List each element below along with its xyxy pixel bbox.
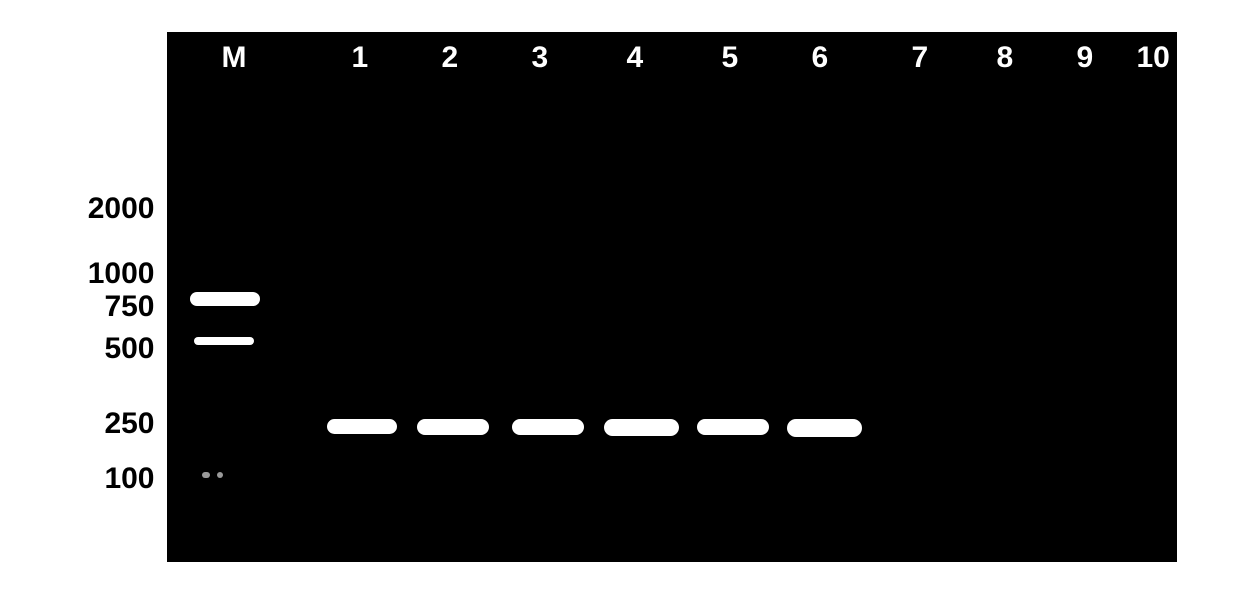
gel-image: M 1 2 3 4 5 6 7 8 9 10	[167, 32, 1177, 562]
gel-figure: 2000 1000750 500 250 100 M 1 2 3 4 5 6 7 8 9 10	[64, 32, 1177, 562]
lane-header-6: 6	[812, 41, 829, 75]
band-lane-3	[512, 419, 584, 435]
lane-header-M: M	[222, 41, 247, 75]
ladder-band-1	[194, 337, 254, 345]
lane-header-8: 8	[997, 41, 1014, 75]
lane-header-2: 2	[442, 41, 459, 75]
ladder-faint-1	[217, 472, 223, 478]
lane-header-5: 5	[722, 41, 739, 75]
band-lane-6	[787, 419, 862, 437]
band-lane-1	[327, 419, 397, 434]
lane-header-10: 10	[1137, 41, 1170, 75]
lane-header-7: 7	[912, 41, 929, 75]
band-lane-5	[697, 419, 769, 435]
ladder-band-0	[190, 292, 260, 306]
ladder-label-2000: 2000	[88, 192, 155, 226]
ladder-label-1000: 1000	[88, 257, 155, 291]
lane-header-9: 9	[1077, 41, 1094, 75]
ladder-label-100: 100	[104, 462, 154, 496]
lane-header-4: 4	[627, 41, 644, 75]
lane-header-3: 3	[532, 41, 549, 75]
ladder-faint-0	[202, 472, 210, 478]
ladder-label-250: 250	[104, 407, 154, 441]
lane-headers: M 1 2 3 4 5 6 7 8 9 10	[172, 41, 1172, 81]
ladder-label-500: 500	[104, 332, 154, 366]
band-lane-4	[604, 419, 679, 436]
ladder-label-750: 750	[104, 290, 154, 324]
ladder-size-labels: 2000 1000750 500 250 100	[64, 32, 159, 562]
lane-header-1: 1	[352, 41, 369, 75]
band-lane-2	[417, 419, 489, 435]
